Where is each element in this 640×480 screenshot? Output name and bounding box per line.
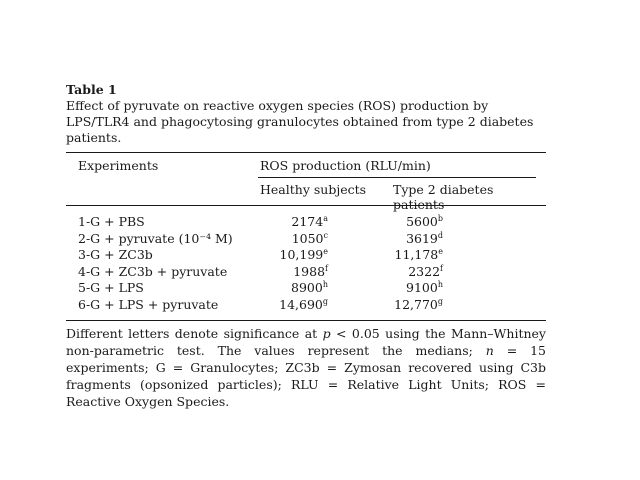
table-footnote: Different letters denote significance at… [66, 325, 546, 409]
row-healthy-value: 8900h [291, 280, 328, 296]
table-label: Table 1 [66, 82, 117, 97]
header-diabetes-patients: Type 2 diabetes patients [393, 182, 494, 212]
header-healthy-subjects: Healthy subjects [260, 182, 367, 197]
row-diabetes-value: 3619d [406, 230, 443, 246]
header-experiments: Experiments [78, 158, 159, 173]
row-diabetes-value: 11,178e [394, 247, 443, 263]
row-healthy-value: 10,199e [279, 247, 328, 263]
row-experiment: 1-G + PBS [78, 214, 145, 229]
row-experiment: 3-G + ZC3b [78, 247, 153, 263]
row-experiment: 6-G + LPS + pyruvate [78, 296, 219, 312]
header-subrule [258, 177, 536, 178]
table-row: 1-G + PBS 2174a 5600b [66, 214, 546, 231]
table-row: 4-G + ZC3b + pyruvate 1988f 2322f [66, 264, 546, 281]
table-caption: Effect of pyruvate on reactive oxygen sp… [66, 98, 534, 145]
row-healthy-value: 1050c [291, 230, 328, 246]
row-healthy-value: 1988f [293, 263, 328, 279]
table-row: 2-G + pyruvate (10⁻⁴ M) 1050c 3619d [66, 231, 546, 248]
row-healthy-value: 2174a [291, 214, 328, 229]
table-container: Table 1 Effect of pyruvate on reactive o… [66, 82, 546, 410]
row-diabetes-value: 5600b [406, 214, 443, 229]
table-row: 6-G + LPS + pyruvate 14,690g 12,770g [66, 297, 546, 314]
row-diabetes-value: 9100h [406, 280, 443, 296]
row-diabetes-value: 12,770g [394, 296, 443, 312]
table-body: 1-G + PBS 2174a 5600b 2-G + pyruvate (10… [66, 206, 546, 320]
table-header: Experiments ROS production (RLU/min) Hea… [66, 153, 546, 212]
header-rule [66, 205, 546, 206]
row-experiment: 4-G + ZC3b + pyruvate [78, 263, 228, 279]
row-experiment: 5-G + LPS [78, 280, 144, 296]
table-row: 5-G + LPS 8900h 9100h [66, 280, 546, 297]
bottom-rule [66, 319, 546, 321]
header-ros-production: ROS production (RLU/min) [260, 158, 431, 173]
table-row: 3-G + ZC3b 10,199e 11,178e [66, 247, 546, 264]
row-diabetes-value: 2322f [408, 263, 443, 279]
row-experiment: 2-G + pyruvate (10⁻⁴ M) [78, 230, 233, 246]
top-rule [66, 152, 546, 153]
row-healthy-value: 14,690g [279, 296, 328, 312]
